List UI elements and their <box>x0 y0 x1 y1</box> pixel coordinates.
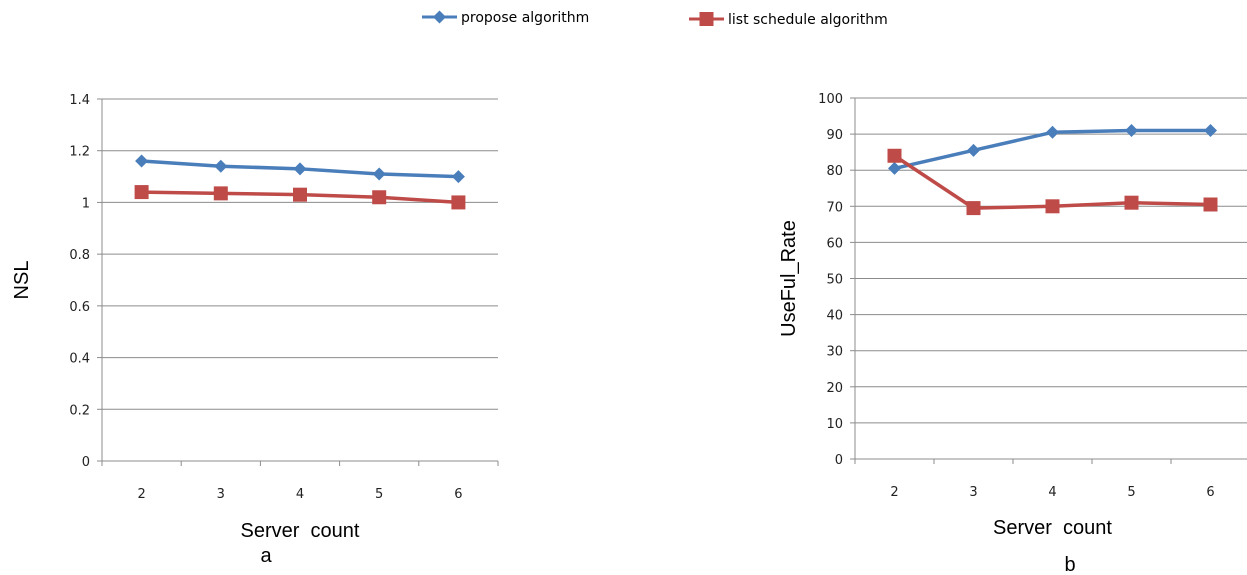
y-tick-label: 100 <box>818 92 843 107</box>
x-tick-label: 4 <box>1048 485 1056 500</box>
data-point <box>888 161 901 175</box>
y-tick-label: 20 <box>826 381 843 396</box>
y-tick-label: 30 <box>826 345 843 360</box>
y-tick-label: 70 <box>826 200 843 215</box>
y-tick-label: 1.2 <box>69 145 90 160</box>
legend-marker <box>699 12 714 26</box>
y-tick-label: 10 <box>826 417 843 432</box>
y-axis-title: UseFul_Rate <box>778 220 800 337</box>
x-tick-label: 6 <box>454 487 462 502</box>
y-tick-label: 50 <box>826 273 843 288</box>
x-tick-label: 5 <box>375 487 383 502</box>
y-tick-label: 40 <box>826 309 843 324</box>
panel-label: b <box>1064 554 1075 575</box>
data-point <box>1124 195 1139 210</box>
panel-label: a <box>260 545 272 567</box>
x-tick-label: 6 <box>1206 485 1214 500</box>
data-point <box>1203 197 1218 212</box>
data-point <box>1125 123 1138 137</box>
data-point <box>372 190 387 205</box>
series <box>134 185 466 210</box>
x-tick-label: 3 <box>969 485 977 500</box>
y-tick-label: 60 <box>826 236 843 251</box>
x-tick-label: 3 <box>217 487 225 502</box>
y-tick-label: 90 <box>826 128 843 143</box>
data-point <box>966 201 981 216</box>
x-tick-label: 2 <box>137 487 145 502</box>
y-axis-title: NSL <box>11 261 33 300</box>
data-point <box>134 185 149 200</box>
data-point <box>214 159 228 173</box>
y-tick-label: 0.4 <box>69 352 90 367</box>
legend: propose algorithm list schedule algorithm <box>422 10 888 28</box>
x-axis-title: Server count <box>993 517 1112 539</box>
legend-label: propose algorithm <box>461 10 589 26</box>
x-axis-title: Server count <box>241 520 360 542</box>
series <box>888 123 1217 175</box>
data-point <box>1045 199 1060 214</box>
x-tick-label: 2 <box>890 485 898 500</box>
y-tick-label: 0 <box>82 455 90 470</box>
chart-panel-b: 0 10 20 30 40 50 60 70 80 90 100 2 3 4 5 6 UseFul_Rate Se… <box>778 92 1247 575</box>
data-point <box>372 167 386 181</box>
data-point <box>293 162 307 176</box>
legend-marker <box>433 10 446 24</box>
y-tick-label: 1.4 <box>69 93 90 108</box>
chart-panel-a: 0 0.2 0.4 0.6 0.8 1 1.2 1.4 2 3 4 5 6 NSL Server count… <box>11 93 499 567</box>
y-tick-label: 80 <box>826 164 843 179</box>
y-tick-label: 0.8 <box>69 248 90 263</box>
x-tick-label: 4 <box>296 487 304 502</box>
series <box>887 148 1218 216</box>
data-point <box>1204 123 1217 137</box>
series <box>135 154 465 184</box>
data-point <box>451 170 465 184</box>
y-tick-label: 0.6 <box>69 300 90 315</box>
y-tick-label: 0 <box>835 453 843 468</box>
legend-entry: list schedule algorithm <box>689 12 888 28</box>
data-point <box>967 143 980 157</box>
data-point <box>451 195 466 210</box>
x-tick-label: 5 <box>1127 485 1135 500</box>
data-point <box>293 187 307 202</box>
legend-label: list schedule algorithm <box>728 12 888 28</box>
data-point <box>213 186 228 201</box>
data-point <box>1046 125 1059 139</box>
data-point <box>135 154 149 168</box>
data-point <box>887 148 902 163</box>
y-tick-label: 0.2 <box>69 403 90 418</box>
legend-entry: propose algorithm <box>422 10 589 26</box>
y-tick-label: 1 <box>82 196 90 211</box>
